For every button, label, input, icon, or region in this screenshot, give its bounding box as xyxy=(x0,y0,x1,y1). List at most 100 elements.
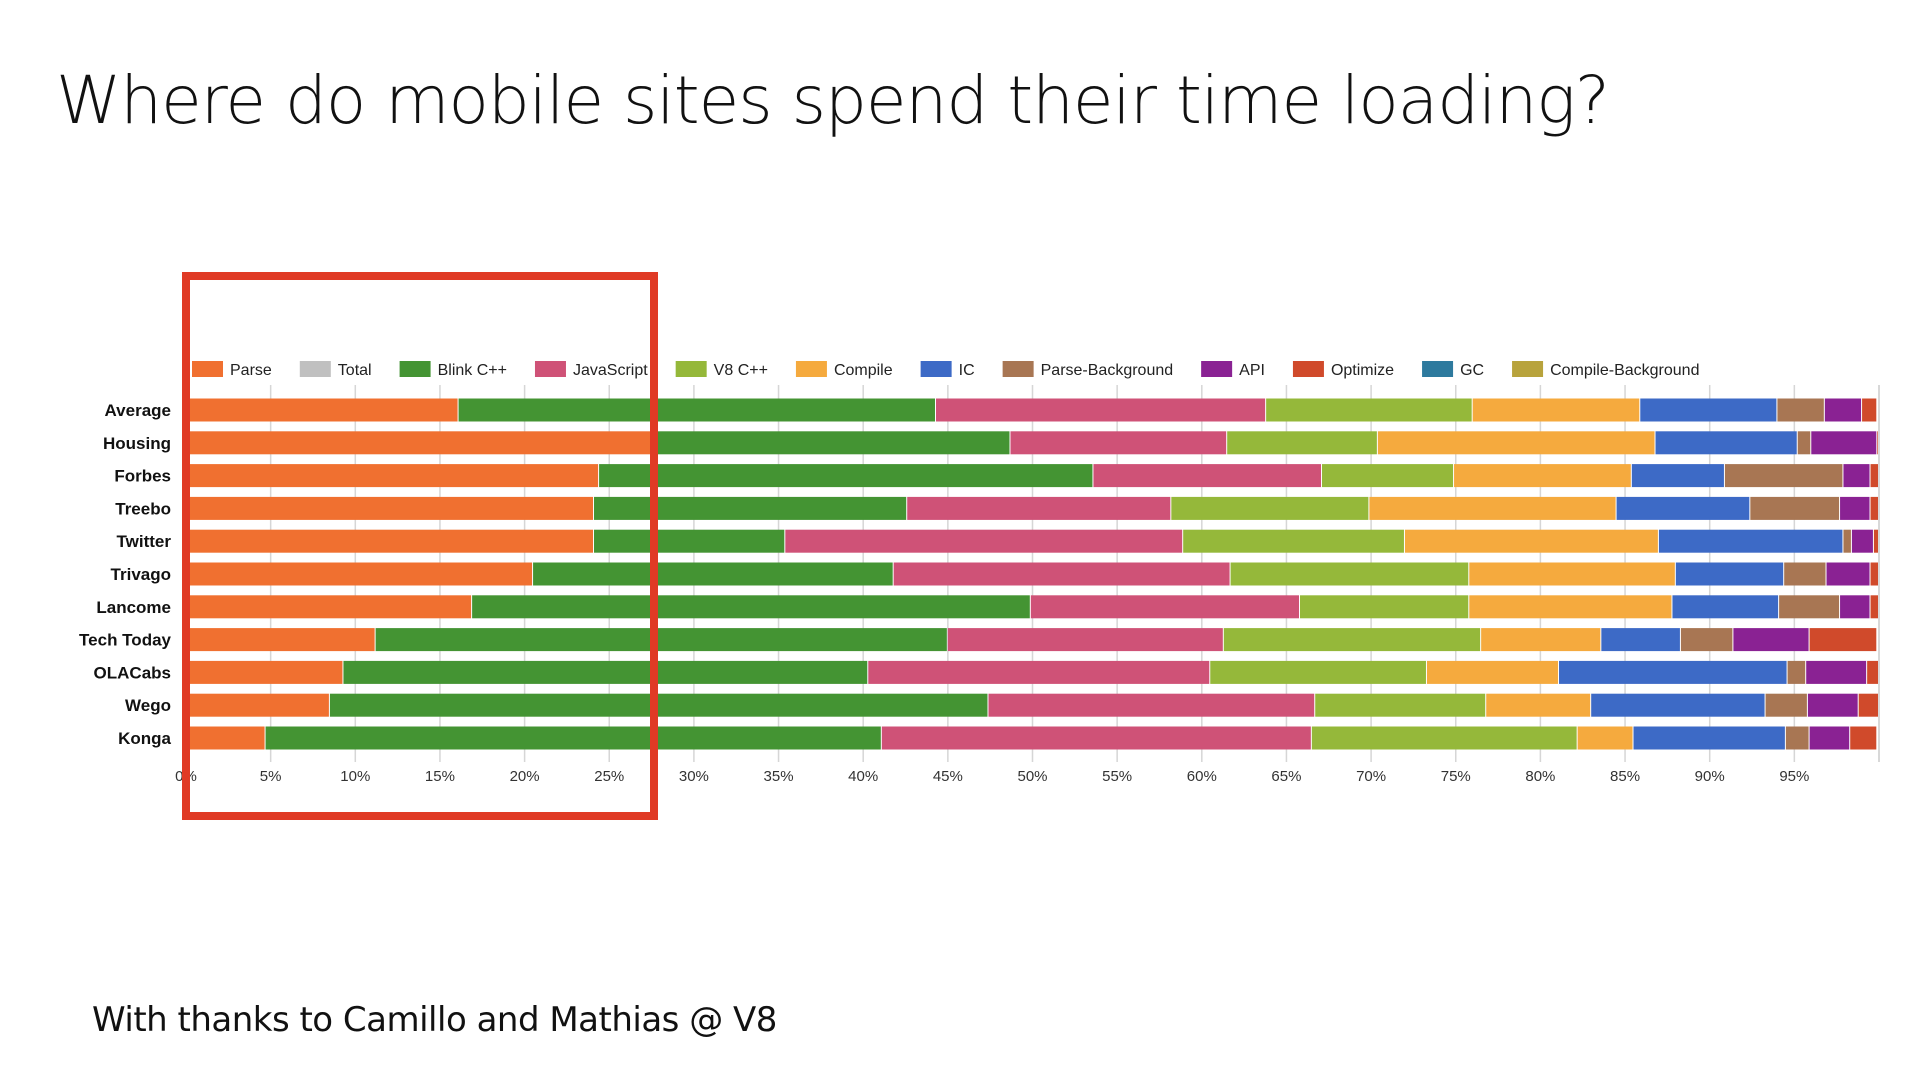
bar-segment xyxy=(893,562,1230,586)
legend-label: GC xyxy=(1460,362,1484,379)
bar-segment xyxy=(1809,628,1877,652)
bar-segment xyxy=(186,660,343,684)
legend-label: Optimize xyxy=(1331,362,1394,379)
x-tick-label: 55% xyxy=(1102,768,1132,785)
bar-segment xyxy=(651,431,1010,455)
bar-segment xyxy=(1870,595,1878,619)
slide-title: Where do mobile sites spend their time l… xyxy=(56,62,1610,139)
bar-segment xyxy=(785,529,1183,553)
bar-segment xyxy=(1787,660,1806,684)
slide-footer: With thanks to Camillo and Mathias @ V8 xyxy=(92,1000,777,1040)
bar-segment xyxy=(1811,431,1877,455)
bar-segment xyxy=(1655,431,1797,455)
bar-segment xyxy=(881,726,1311,750)
x-tick-label: 60% xyxy=(1187,768,1217,785)
bar-segment xyxy=(186,628,375,652)
bar-segment xyxy=(1750,496,1840,520)
legend-label: JavaScript xyxy=(573,362,648,379)
legend-label: Compile-Background xyxy=(1550,362,1699,379)
bar-segment xyxy=(1672,595,1779,619)
bar-segment xyxy=(1806,660,1867,684)
bar-segment xyxy=(1299,595,1469,619)
legend-swatch xyxy=(795,361,827,377)
bar-segment xyxy=(343,660,868,684)
bar-segment xyxy=(1454,464,1631,488)
bar-segment xyxy=(1765,693,1807,717)
bar-segment xyxy=(1858,693,1878,717)
x-tick-label: 80% xyxy=(1525,768,1555,785)
bar-segment xyxy=(947,628,1223,652)
bar-segment xyxy=(1486,693,1591,717)
bar-segment xyxy=(472,595,1030,619)
bar-segment xyxy=(1472,398,1640,422)
bar-segment xyxy=(1777,398,1824,422)
legend-swatch xyxy=(1422,361,1454,377)
bar-segment xyxy=(1784,562,1826,586)
bar-segment xyxy=(1851,529,1873,553)
bar-segment xyxy=(1093,464,1322,488)
bar-segment xyxy=(1633,726,1785,750)
category-label: Treebo xyxy=(115,499,171,518)
bar-segment xyxy=(1230,562,1469,586)
bar-segment xyxy=(907,496,1171,520)
bar-segment xyxy=(1870,496,1878,520)
category-label: Wego xyxy=(125,696,171,715)
bar-segment xyxy=(1640,398,1777,422)
bar-segment xyxy=(329,693,988,717)
bar-segment xyxy=(1870,464,1878,488)
x-tick-label: 70% xyxy=(1356,768,1386,785)
legend-label: Parse-Background xyxy=(1041,362,1174,379)
bar-segment xyxy=(1797,431,1811,455)
legend-swatch xyxy=(1201,361,1233,377)
bar-segment xyxy=(1733,628,1809,652)
x-tick-label: 15% xyxy=(425,768,455,785)
category-label: Twitter xyxy=(117,532,172,551)
category-label: Trivago xyxy=(111,565,171,584)
bar-segment xyxy=(1311,726,1577,750)
bar-segment xyxy=(1785,726,1809,750)
bar-segment xyxy=(1631,464,1724,488)
bar-segment xyxy=(599,464,1093,488)
bar-segment xyxy=(186,562,533,586)
bar-segment xyxy=(1826,562,1870,586)
legend-swatch xyxy=(920,361,952,377)
bar-segment xyxy=(1680,628,1733,652)
bar-segment xyxy=(1426,660,1559,684)
bar-segment xyxy=(1850,726,1877,750)
bar-segment xyxy=(1322,464,1454,488)
x-tick-label: 85% xyxy=(1610,768,1640,785)
x-tick-label: 45% xyxy=(933,768,963,785)
bar-segment xyxy=(1724,464,1843,488)
bar-segment xyxy=(1824,398,1862,422)
bar-segment xyxy=(186,726,265,750)
legend-label: Compile xyxy=(834,362,893,379)
bar-segment xyxy=(1862,398,1877,422)
bar-segment xyxy=(1873,529,1878,553)
bar-segment xyxy=(1404,529,1658,553)
x-tick-label: 90% xyxy=(1695,768,1725,785)
bar-segment xyxy=(1877,431,1878,455)
bar-segment xyxy=(265,726,881,750)
bar-segment xyxy=(1840,496,1870,520)
bar-segment xyxy=(1183,529,1404,553)
bar-segment xyxy=(868,660,1210,684)
legend-label: IC xyxy=(959,362,975,379)
bar-segment xyxy=(186,496,594,520)
bar-segment xyxy=(1779,595,1840,619)
bar-segment xyxy=(1469,595,1672,619)
bar-segment xyxy=(594,529,785,553)
bar-segment xyxy=(1840,595,1870,619)
x-tick-label: 5% xyxy=(260,768,282,785)
x-tick-label: 10% xyxy=(340,768,370,785)
category-label: Konga xyxy=(118,729,171,748)
bar-segment xyxy=(1010,431,1227,455)
bar-segment xyxy=(1809,726,1850,750)
bar-segment xyxy=(1591,693,1765,717)
bar-segment xyxy=(1601,628,1680,652)
bar-segment xyxy=(186,595,472,619)
x-tick-label: 35% xyxy=(764,768,794,785)
bar-segment xyxy=(186,398,458,422)
bar-segment xyxy=(186,529,594,553)
bar-segment xyxy=(935,398,1266,422)
bar-segment xyxy=(186,693,329,717)
